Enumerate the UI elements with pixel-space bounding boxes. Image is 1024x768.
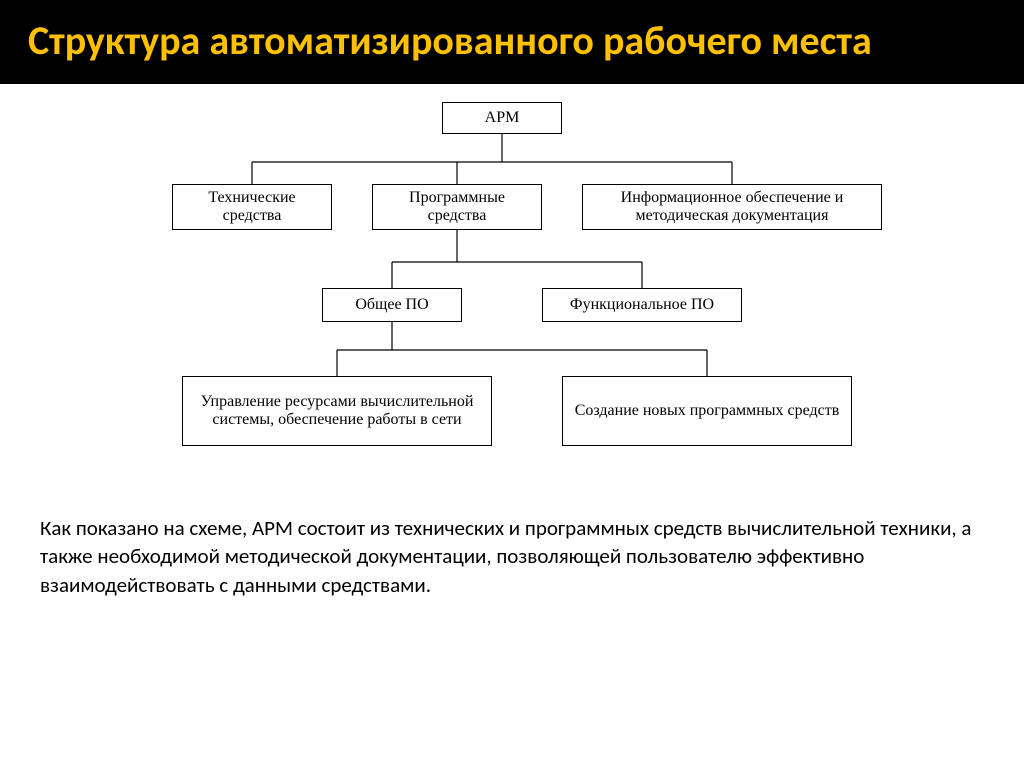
node-prog: Программные средства	[372, 184, 542, 230]
node-info: Информационное обеспечение и методическа…	[582, 184, 882, 230]
node-mgmt: Управление ресурсами вычислительной сист…	[182, 376, 492, 446]
node-func: Функциональное ПО	[542, 288, 742, 322]
caption-text: Как показано на схеме, АРМ состоит из те…	[40, 514, 984, 599]
caption-paragraph: Как показано на схеме, АРМ состоит из те…	[0, 496, 1024, 599]
slide-title: Структура автоматизированного рабочего м…	[28, 18, 996, 64]
node-common: Общее ПО	[322, 288, 462, 322]
node-tech: Технические средства	[172, 184, 332, 230]
slide-header: Структура автоматизированного рабочего м…	[0, 0, 1024, 84]
org-chart-diagram: АРМ Технические средства Программные средс…	[102, 92, 922, 492]
node-create: Создание новых программных средств	[562, 376, 852, 446]
diagram-container: АРМ Технические средства Программные средс…	[0, 84, 1024, 496]
node-root: АРМ	[442, 102, 562, 134]
